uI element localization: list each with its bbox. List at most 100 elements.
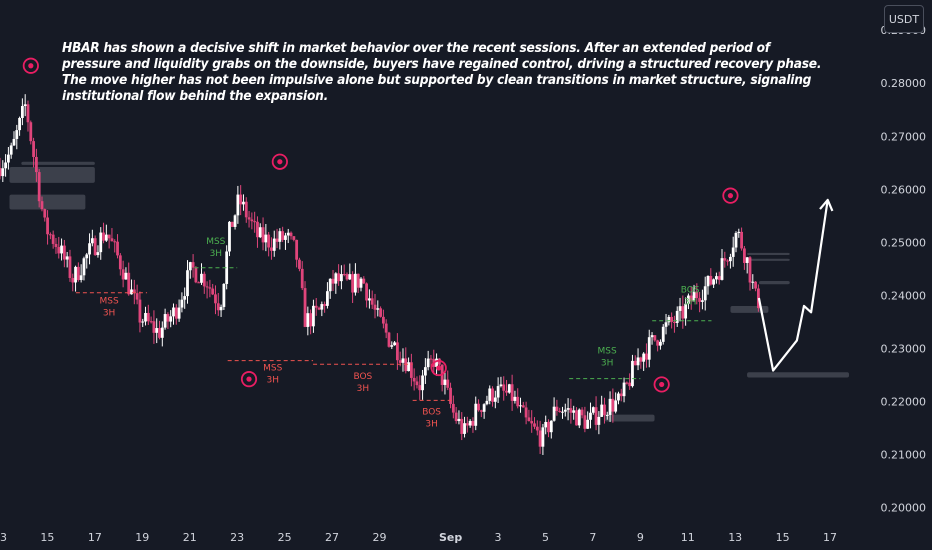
candle-body <box>575 410 578 426</box>
candle-body <box>463 423 466 434</box>
structure-label: MSS <box>263 364 282 374</box>
candle-body <box>656 340 660 346</box>
candle-body <box>275 238 279 242</box>
candle-body <box>90 238 94 244</box>
candle-body <box>250 219 254 222</box>
candle-body <box>314 305 318 308</box>
analysis-annotation: HBAR has shown a decisive shift in marke… <box>62 40 822 104</box>
candle-body <box>146 312 150 322</box>
time-tick-label: 27 <box>325 531 339 544</box>
candle-body <box>740 231 743 249</box>
projection-path <box>757 199 829 372</box>
candle-body <box>62 245 66 260</box>
candle-body <box>698 298 702 302</box>
candle-body <box>370 298 374 305</box>
candle-body <box>233 215 237 227</box>
currency-selector-button[interactable]: USDT <box>884 5 924 33</box>
candle-body <box>558 411 562 413</box>
candle-body <box>85 254 89 259</box>
candle-body <box>110 238 114 242</box>
candle-body <box>300 268 304 289</box>
candle-body <box>608 398 612 415</box>
candle-body <box>6 154 10 163</box>
time-tick-label: 19 <box>135 531 149 544</box>
candle-body <box>499 384 503 387</box>
candle-body <box>60 245 63 254</box>
candle-body <box>244 201 248 218</box>
candle-body <box>384 323 388 333</box>
candle-body <box>549 420 553 433</box>
candle-body <box>591 407 595 413</box>
candle-body <box>132 289 136 294</box>
candle-body <box>342 274 346 276</box>
candle-body <box>482 404 486 412</box>
candle-body <box>742 248 746 263</box>
price-zone <box>9 194 86 210</box>
candle-body <box>715 276 718 280</box>
plot-area: MSS 3H MSS 3H MSS 3H BOS 3H BOS 3H MSS 3H BOS 3H <box>0 57 850 455</box>
price-tick-label: 0.24000 <box>881 289 927 302</box>
candle-body <box>1 168 5 177</box>
candle-body <box>443 379 447 385</box>
candle-body <box>107 234 111 239</box>
candle-body <box>362 278 366 284</box>
annotation-line: pressure and liquidity grabs on the down… <box>62 56 822 72</box>
candle-body <box>43 209 47 218</box>
candle-body <box>421 375 424 391</box>
candle-body <box>272 238 276 251</box>
candle-body <box>376 308 380 310</box>
structure-timeframe-label: 3H <box>684 298 697 308</box>
price-zone <box>604 414 655 422</box>
candle-body <box>673 321 676 323</box>
candle-body <box>678 306 682 311</box>
candle-body <box>642 353 646 362</box>
candle-body <box>163 314 167 328</box>
liquidity-target-icon-dot <box>659 381 665 388</box>
candle-body <box>670 316 674 322</box>
candle-body <box>479 410 483 412</box>
candle-body <box>236 194 240 216</box>
candle-body <box>359 278 363 288</box>
candle-body <box>26 104 30 123</box>
structure-label: MSS <box>598 347 617 357</box>
candle-body <box>367 298 371 301</box>
candle-body <box>566 408 570 410</box>
candle-body <box>169 316 173 322</box>
candle-body <box>230 221 234 227</box>
candle-body <box>118 255 122 270</box>
candle-body <box>737 231 741 233</box>
candle-body <box>717 276 721 280</box>
candle-body <box>594 407 598 425</box>
candle-body <box>569 408 573 413</box>
liquidity-target-icon-dot <box>246 376 252 382</box>
candle-body <box>734 232 738 248</box>
candle-body <box>418 385 422 391</box>
candle-body <box>426 358 430 368</box>
candle-body <box>356 273 360 288</box>
candle-body <box>135 293 139 300</box>
candle-body <box>99 232 103 253</box>
candle-body <box>130 289 133 295</box>
candle-body <box>191 262 195 268</box>
candle-body <box>373 304 377 310</box>
price-zone <box>9 167 95 183</box>
candle-body <box>54 243 58 248</box>
candle-body <box>166 314 170 322</box>
candle-body <box>306 313 310 327</box>
candle-body <box>530 421 534 424</box>
candle-body <box>712 279 716 285</box>
candle-body <box>631 360 634 387</box>
candle-body <box>144 312 147 322</box>
candle-body <box>334 273 338 284</box>
candle-body <box>214 294 217 304</box>
candle-body <box>264 234 268 243</box>
candle-body <box>507 384 511 393</box>
candle-body <box>692 291 696 302</box>
candle-body <box>219 306 223 311</box>
candle-body <box>295 239 299 260</box>
price-zone <box>21 161 95 165</box>
candle-body <box>96 252 100 256</box>
candle-body <box>183 296 187 300</box>
